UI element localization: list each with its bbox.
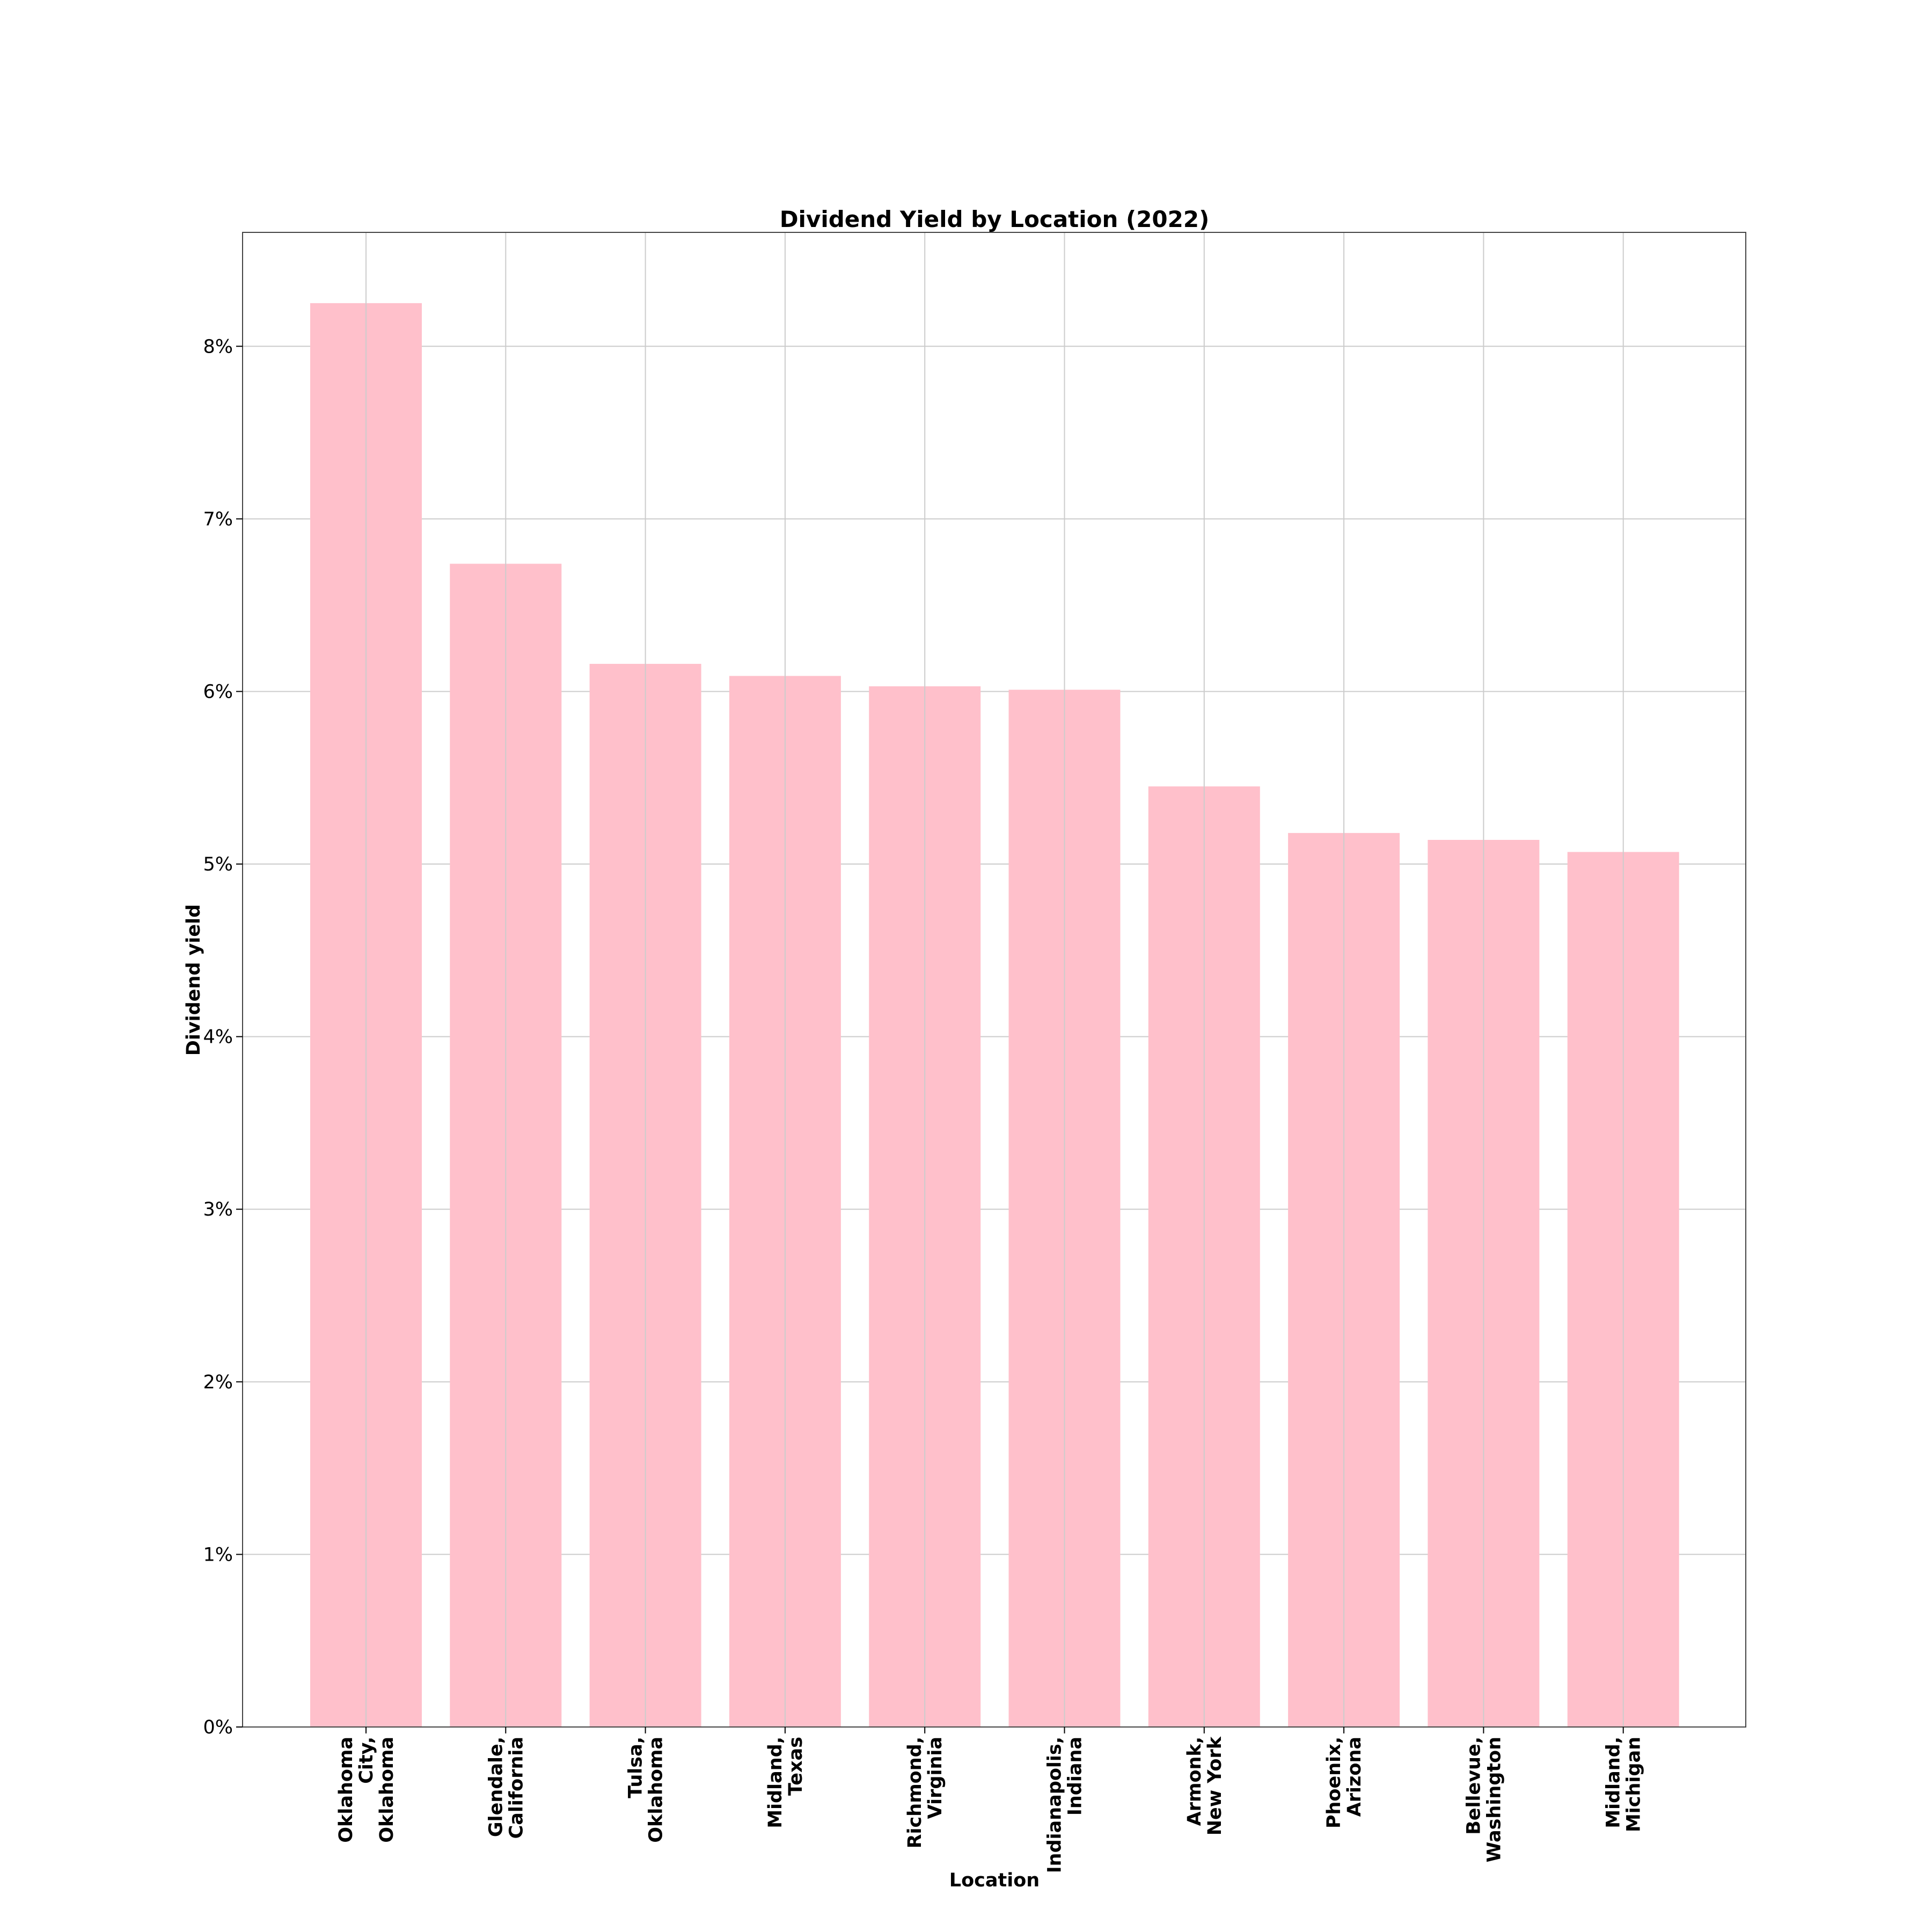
x-tick-label: Oklahoma [335, 1737, 357, 1843]
y-tick-label: 1% [203, 1544, 233, 1565]
x-tick-label: Glendale, [485, 1737, 507, 1837]
x-tick-label: Midland, [765, 1737, 786, 1828]
x-tick-label: Texas [785, 1737, 807, 1796]
y-tick-label: 2% [203, 1372, 233, 1393]
y-tick-label: 7% [203, 509, 233, 530]
x-tick-label: Oklahoma [376, 1737, 398, 1843]
x-tick-label: Michigan [1623, 1737, 1645, 1832]
x-tick-label: Indianapolis, [1044, 1737, 1066, 1873]
x-tick-label: California [506, 1737, 527, 1839]
y-tick-label: 4% [203, 1027, 233, 1048]
y-tick-label: 3% [203, 1199, 233, 1220]
y-axis: 0% 1% 2% 3% 4% 5% 6% 7% 8% [203, 336, 243, 1738]
x-tick-label: Arizona [1344, 1737, 1365, 1817]
x-tick-label: Phoenix, [1323, 1737, 1345, 1828]
x-tick-label: Washington [1483, 1737, 1505, 1862]
x-tick-label: Oklahoma [646, 1737, 667, 1843]
y-axis-label: Dividend yield [183, 904, 204, 1056]
y-tick-label: 5% [203, 854, 233, 875]
x-tick-label: New York [1204, 1736, 1226, 1835]
x-tick-label: City, [356, 1737, 377, 1784]
chart-title: Dividend Yield by Location (2022) [780, 206, 1210, 232]
y-tick-label: 6% [203, 681, 233, 702]
x-tick-label: Tulsa, [625, 1737, 647, 1798]
x-tick-label: Armonk, [1184, 1737, 1205, 1826]
x-tick-label: Bellevue, [1463, 1737, 1484, 1835]
x-tick-label: Virginia [925, 1737, 946, 1819]
x-tick-label: Indiana [1065, 1737, 1086, 1816]
bars-layer [310, 303, 1679, 1728]
x-tick-label: Midland, [1603, 1737, 1624, 1828]
plot-frame [242, 232, 1746, 1728]
grid-front-layer [365, 232, 1624, 1727]
y-tick-label: 0% [203, 1717, 233, 1738]
x-axis-label: Location [949, 1870, 1040, 1891]
x-tick-label: Richmond, [904, 1737, 926, 1848]
y-tick-label: 8% [203, 336, 233, 357]
